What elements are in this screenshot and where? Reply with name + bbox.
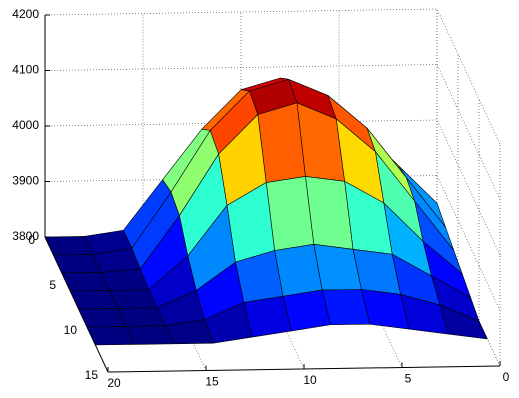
x-tick-label: 15 <box>205 375 219 389</box>
surface-cell <box>61 272 110 292</box>
y-tick-label: 10 <box>64 323 78 337</box>
grid-line <box>86 99 480 328</box>
z-tick-label: 4000 <box>12 118 39 132</box>
grid-line <box>44 9 438 238</box>
z-tick-label: 4200 <box>12 7 39 21</box>
x-tick-label: 20 <box>107 376 121 390</box>
y-tick-label: 15 <box>85 368 99 382</box>
grid-line <box>65 54 459 283</box>
surface-cell <box>78 308 127 328</box>
surface-cell <box>53 254 102 274</box>
y-tick-label: 5 <box>49 278 56 292</box>
x-tick-label: 0 <box>503 370 510 384</box>
z-tick-label: 3800 <box>12 229 39 243</box>
z-tick-label: 3900 <box>12 174 39 188</box>
surface-cell <box>69 290 119 310</box>
y-tick-label: 0 <box>28 233 35 247</box>
surface-cell <box>44 236 93 256</box>
x-tick-label: 5 <box>405 372 412 386</box>
surface-cell <box>86 326 135 346</box>
z-tick-label: 4100 <box>12 63 39 77</box>
x-tick-label: 10 <box>303 373 317 387</box>
grid-line <box>107 144 501 373</box>
